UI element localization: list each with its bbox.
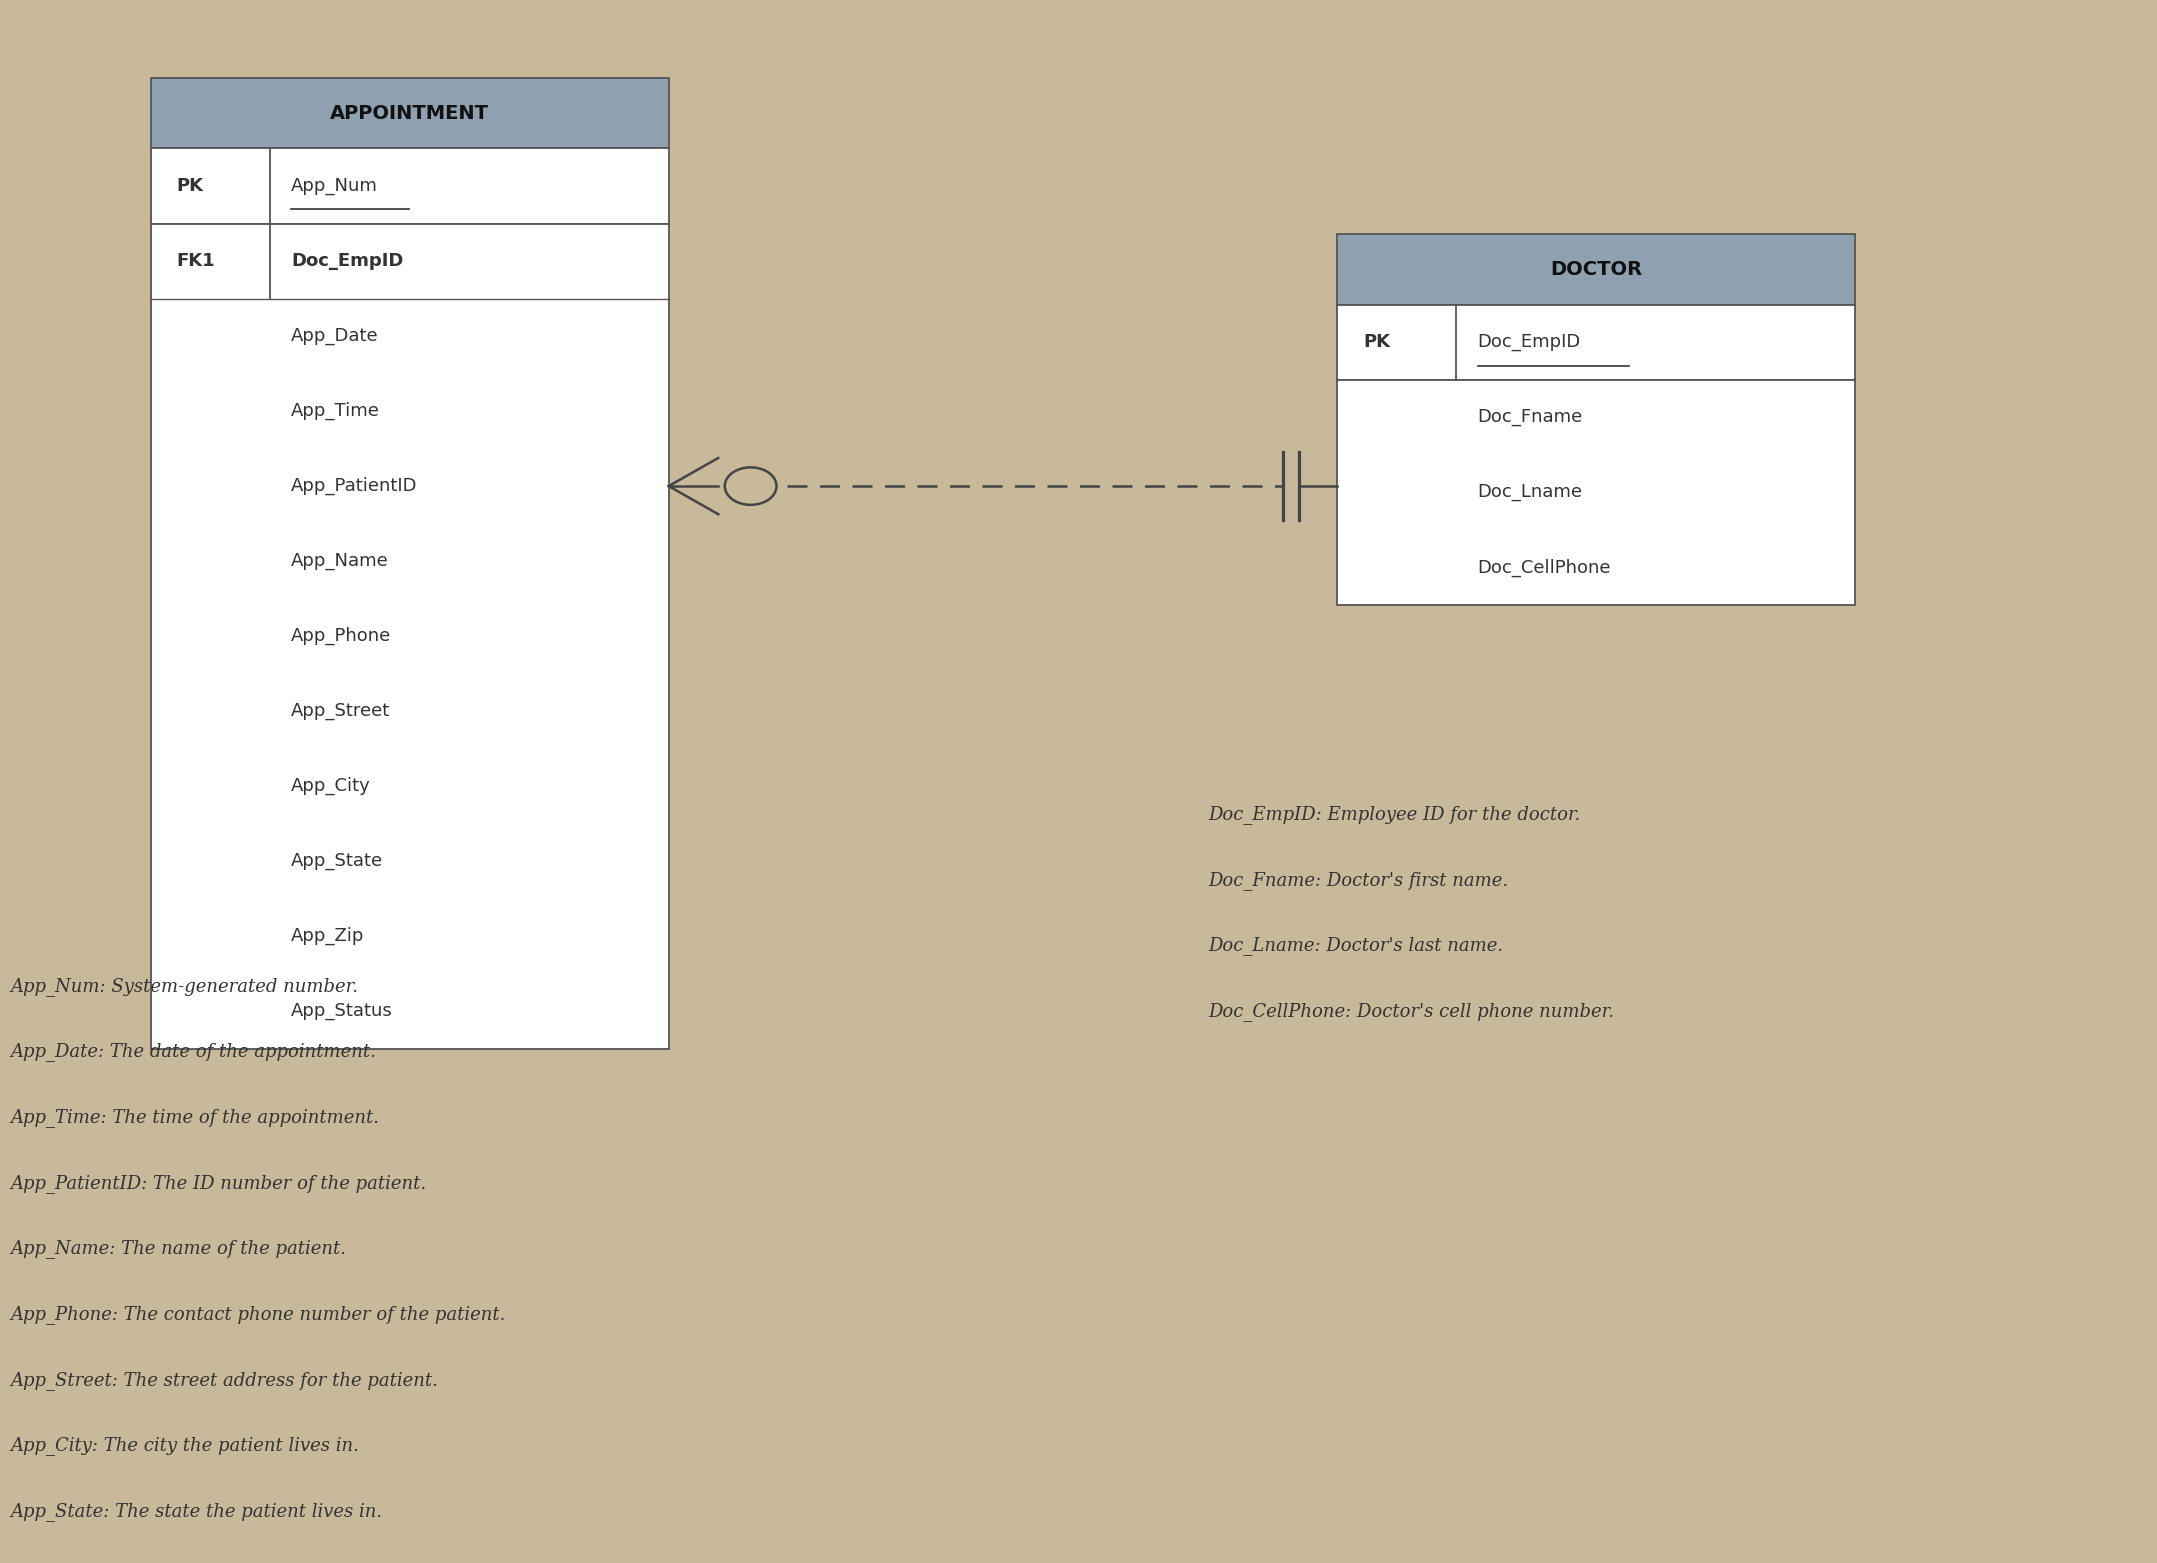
Text: Doc_CellPhone: Doctor's cell phone number.: Doc_CellPhone: Doctor's cell phone numbe… bbox=[1208, 1002, 1613, 1021]
Text: Doc_EmpID: Doc_EmpID bbox=[1478, 333, 1581, 352]
Text: App_Phone: The contact phone number of the patient.: App_Phone: The contact phone number of t… bbox=[11, 1305, 507, 1324]
Bar bbox=[151, 78, 669, 148]
Text: App_Num: App_Num bbox=[291, 177, 377, 195]
Text: Doc_Lname: Doctor's last name.: Doc_Lname: Doctor's last name. bbox=[1208, 936, 1503, 955]
Text: App_Name: The name of the patient.: App_Name: The name of the patient. bbox=[11, 1239, 347, 1258]
Text: App_Zip: App_Zip bbox=[291, 927, 365, 946]
Text: PK: PK bbox=[177, 177, 205, 195]
Text: Doc_Fname: Doc_Fname bbox=[1478, 408, 1583, 427]
Text: DOCTOR: DOCTOR bbox=[1551, 259, 1641, 280]
Text: Doc_Fname: Doctor's first name.: Doc_Fname: Doctor's first name. bbox=[1208, 871, 1508, 889]
Text: App_Name: App_Name bbox=[291, 552, 388, 570]
Text: App_PatientID: App_PatientID bbox=[291, 477, 418, 495]
Text: PK: PK bbox=[1363, 333, 1391, 352]
Text: App_State: The state the patient lives in.: App_State: The state the patient lives i… bbox=[11, 1502, 384, 1521]
Text: Doc_EmpID: Employee ID for the doctor.: Doc_EmpID: Employee ID for the doctor. bbox=[1208, 805, 1581, 824]
Bar bbox=[1337, 380, 1855, 605]
Text: App_Num: System-generated number.: App_Num: System-generated number. bbox=[11, 977, 358, 996]
Text: Doc_Lname: Doc_Lname bbox=[1478, 483, 1583, 502]
Text: App_Street: App_Street bbox=[291, 702, 390, 721]
Text: App_Time: The time of the appointment.: App_Time: The time of the appointment. bbox=[11, 1108, 380, 1127]
Text: App_PatientID: The ID number of the patient.: App_PatientID: The ID number of the pati… bbox=[11, 1174, 427, 1193]
Text: App_State: App_State bbox=[291, 852, 384, 871]
Text: Doc_CellPhone: Doc_CellPhone bbox=[1478, 558, 1611, 577]
Text: FK1: FK1 bbox=[177, 252, 216, 270]
Text: APPOINTMENT: APPOINTMENT bbox=[330, 103, 490, 123]
Bar bbox=[151, 148, 669, 224]
Text: App_Street: The street address for the patient.: App_Street: The street address for the p… bbox=[11, 1371, 438, 1390]
Text: Doc_EmpID: Doc_EmpID bbox=[291, 252, 403, 270]
Text: App_City: The city the patient lives in.: App_City: The city the patient lives in. bbox=[11, 1436, 360, 1455]
Bar bbox=[1337, 305, 1855, 380]
Text: App_Date: App_Date bbox=[291, 327, 380, 345]
Text: App_Date: The date of the appointment.: App_Date: The date of the appointment. bbox=[11, 1043, 377, 1061]
Bar bbox=[151, 224, 669, 1049]
Text: App_Time: App_Time bbox=[291, 402, 380, 420]
Text: App_Phone: App_Phone bbox=[291, 627, 390, 646]
Text: App_Status: App_Status bbox=[291, 1002, 393, 1021]
Bar bbox=[1337, 234, 1855, 305]
Text: App_City: App_City bbox=[291, 777, 371, 796]
